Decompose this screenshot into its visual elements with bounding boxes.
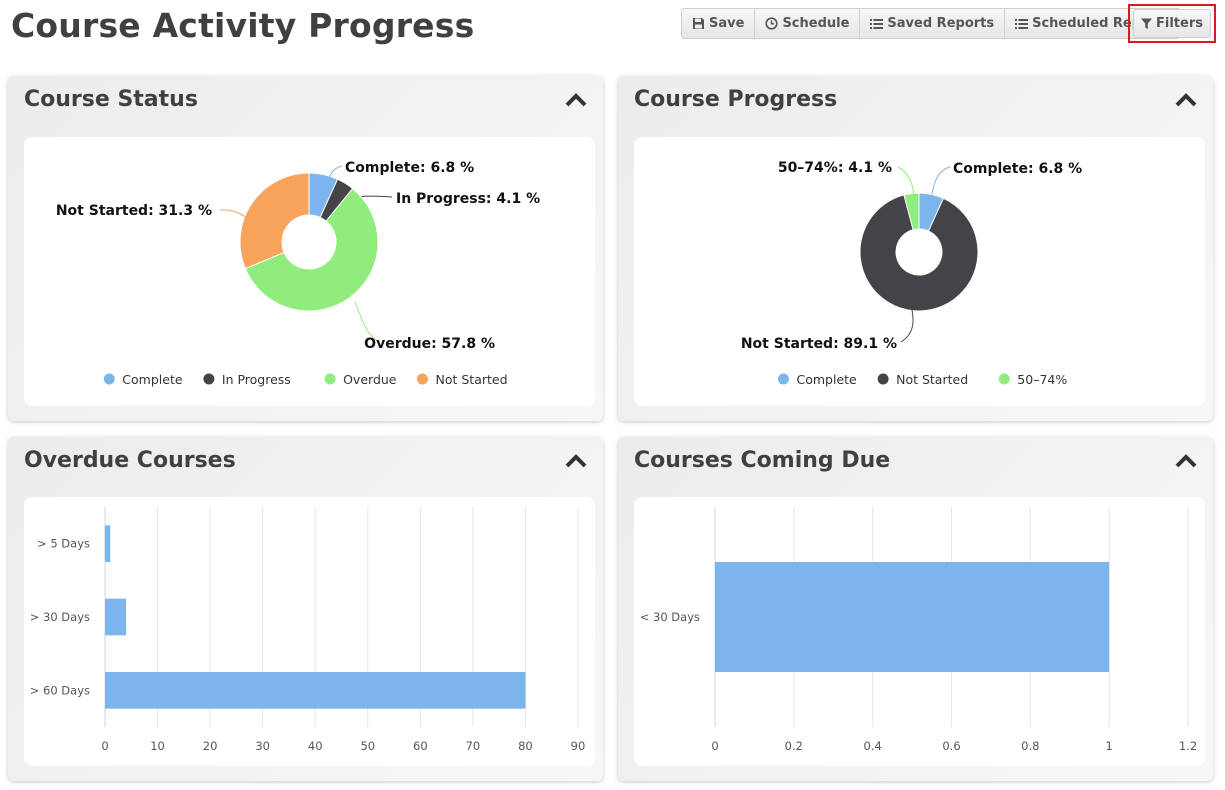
legend-item-overdue: Overdue (343, 372, 397, 387)
pie-slice-not-started (859, 194, 979, 312)
connector-line (219, 209, 255, 226)
x-tick-label: 1 (1106, 739, 1113, 753)
x-tick-label: 10 (150, 739, 165, 753)
filters-highlight: Filters (1128, 4, 1216, 43)
legend-item-complete: Complete (122, 372, 183, 387)
y-tick-label: > 30 Days (30, 610, 90, 624)
list-icon (1015, 18, 1029, 29)
page-title: Course Activity Progress (11, 6, 475, 45)
overdue-courses-panel: Overdue Courses 0 10 20 30 40 50 60 70 80 90 > 5 D… (8, 437, 603, 781)
bar-60-days (105, 672, 526, 709)
x-tick-label: 30 (255, 739, 270, 753)
save-button[interactable]: Save (682, 9, 756, 38)
connector-line (897, 166, 915, 195)
course-progress-panel: Course Progress Complete: 6.8 % Not Start… (618, 76, 1213, 421)
panel-title: Overdue Courses (24, 448, 236, 473)
saved-reports-label: Saved Reports (887, 16, 995, 31)
panel-title: Course Progress (634, 87, 838, 112)
data-label-not-started: Not Started: 31.3 % (56, 203, 212, 219)
bar-30-days (715, 562, 1110, 672)
courses-coming-due-panel: Courses Coming Due 0 0.2 0.4 0.6 0.8 1 1.2 < 30… (618, 437, 1213, 781)
bar-30-days (105, 598, 127, 636)
chevron-up-icon[interactable] (1175, 92, 1197, 108)
schedule-button[interactable]: Schedule (755, 9, 861, 38)
course-status-chart: Complete: 6.8 % In Progress: 4.1 % Overdue… (56, 160, 540, 387)
filter-icon (1141, 18, 1152, 29)
save-label: Save (709, 16, 745, 31)
y-tick-label: > 60 Days (30, 683, 90, 697)
floppy-disk-icon (693, 18, 704, 29)
filters-button[interactable]: Filters (1133, 9, 1211, 38)
data-label-50-74: 50–74%: 4.1 % (778, 160, 892, 176)
legend-marker-not-started (417, 373, 428, 385)
report-toolbar: Save Schedule Saved Reports Scheduled Re… (681, 8, 1182, 39)
data-label-in-progress: In Progress: 4.1 % (396, 191, 540, 207)
connector-line (931, 166, 951, 195)
connector-line (900, 309, 914, 343)
legend-marker-overdue (324, 373, 336, 385)
x-tick-label: 60 (413, 739, 428, 753)
y-tick-label: > 5 Days (37, 537, 90, 551)
x-tick-label: 0.8 (1021, 739, 1039, 753)
x-tick-label: 0.4 (864, 739, 882, 753)
y-tick-label: < 30 Days (640, 610, 700, 624)
legend-marker-not-started (877, 373, 889, 385)
x-tick-label: 50 (360, 739, 375, 753)
schedule-label: Schedule (782, 16, 850, 31)
chevron-up-icon[interactable] (1175, 453, 1197, 469)
overdue-courses-chart: 0 10 20 30 40 50 60 70 80 90 > 5 Days > 30 Days > 60… (30, 507, 586, 753)
x-tick-label: 20 (203, 739, 218, 753)
course-progress-chart: Complete: 6.8 % Not Started: 89.1 % 50–74%… (741, 160, 1082, 387)
legend-item-complete: Complete (797, 372, 858, 387)
pie-slice-50-74 (903, 192, 920, 231)
courses-coming-due-chart: 0 0.2 0.4 0.6 0.8 1 1.2 < 30 Days (640, 507, 1197, 753)
x-tick-label: 70 (466, 739, 481, 753)
x-tick-label: 40 (308, 739, 323, 753)
x-tick-label: 90 (571, 739, 586, 753)
x-tick-label: 80 (518, 739, 533, 753)
data-label-complete: Complete: 6.8 % (345, 160, 474, 176)
legend-marker-50-74 (998, 373, 1010, 385)
data-label-not-started: Not Started: 89.1 % (741, 336, 897, 352)
filters-label: Filters (1156, 16, 1203, 31)
bar-5-days (105, 525, 111, 562)
pie-slice-overdue (244, 187, 379, 312)
legend-marker-in-progress (203, 373, 215, 385)
legend-item-50-74: 50–74% (1017, 372, 1067, 387)
legend-item-not-started: Not Started (436, 372, 508, 387)
x-tick-label: 0.2 (785, 739, 803, 753)
saved-reports-button[interactable]: Saved Reports (860, 9, 1006, 38)
panel-title: Courses Coming Due (634, 448, 891, 473)
clock-icon (765, 17, 779, 30)
x-tick-label: 1.2 (1179, 739, 1197, 753)
chevron-up-icon[interactable] (565, 453, 587, 469)
x-tick-label: 0 (711, 739, 718, 753)
data-label-overdue: Overdue: 57.8 % (364, 336, 495, 352)
data-label-complete: Complete: 6.8 % (953, 161, 1082, 177)
chevron-up-icon[interactable] (565, 92, 587, 108)
legend-item-in-progress: In Progress (222, 372, 291, 387)
course-status-panel: Course Status Complete: 6.8 % In Progress… (8, 76, 603, 421)
legend-marker-complete (778, 373, 789, 385)
legend-marker-complete (103, 373, 115, 385)
legend-item-not-started: Not Started (896, 372, 968, 387)
connector-line (323, 165, 343, 201)
panel-title: Course Status (24, 87, 198, 112)
list-icon (870, 18, 884, 29)
x-tick-label: 0 (101, 739, 108, 753)
connector-line (354, 301, 380, 343)
pie-slice-not-started (239, 172, 310, 270)
x-tick-label: 0.6 (942, 739, 960, 753)
